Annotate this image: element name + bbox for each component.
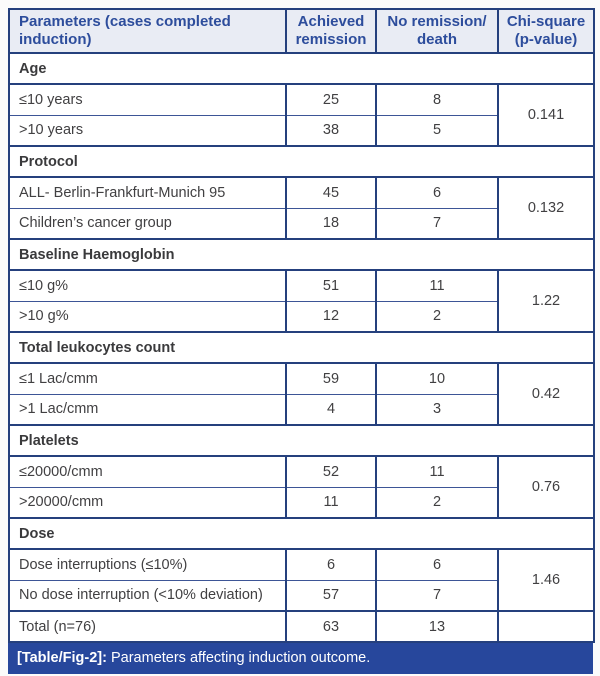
table-row: ALL- Berlin-Frankfurt-Munich 95 45 6 0.1… bbox=[8, 176, 595, 240]
achieved-remission-cell: 6 bbox=[285, 548, 377, 581]
table-row: ≤10 g% 51 11 1.22 bbox=[8, 269, 595, 333]
induction-outcome-table: Parameters (cases completed induction) A… bbox=[8, 8, 595, 643]
section-title: Total leukocytes count bbox=[8, 331, 595, 364]
table-row: ≤20000/cmm 52 11 0.76 bbox=[8, 455, 595, 519]
achieved-remission-cell: 25 bbox=[285, 83, 377, 116]
achieved-remission-cell: 59 bbox=[285, 362, 377, 395]
chi-square-cell: 0.76 bbox=[497, 455, 595, 519]
table-row: No dose interruption (<10% deviation) 57… bbox=[8, 579, 594, 612]
chi-square-cell bbox=[497, 610, 595, 643]
section-title: Baseline Haemoglobin bbox=[8, 238, 595, 271]
achieved-remission-cell: 11 bbox=[285, 486, 377, 519]
achieved-remission-cell: 52 bbox=[285, 455, 377, 488]
table-fig-2: Parameters (cases completed induction) A… bbox=[8, 8, 595, 674]
column-header-parameters: Parameters (cases completed induction) bbox=[8, 8, 287, 54]
no-remission-cell: 7 bbox=[375, 579, 499, 612]
section-title: Dose bbox=[8, 517, 595, 550]
table-row: ≤10 years 25 8 0.141 bbox=[8, 83, 595, 147]
no-remission-cell: 6 bbox=[375, 176, 499, 209]
caption-label: [Table/Fig-2]: bbox=[17, 650, 107, 666]
section-row-age: Age bbox=[8, 52, 595, 85]
parameter-cell: Dose interruptions (≤10%) bbox=[8, 548, 287, 581]
no-remission-cell: 11 bbox=[375, 455, 499, 488]
table-row: >10 years 38 5 bbox=[8, 114, 594, 147]
parameter-cell: ≤1 Lac/cmm bbox=[8, 362, 287, 395]
chi-square-cell: 1.46 bbox=[497, 548, 595, 612]
parameter-cell: Children’s cancer group bbox=[8, 207, 287, 240]
caption-text: Parameters affecting induction outcome. bbox=[110, 650, 371, 666]
parameter-cell: ≤20000/cmm bbox=[8, 455, 287, 488]
column-header-no-remission-death: No remission/ death bbox=[375, 8, 499, 54]
no-remission-cell: 5 bbox=[375, 114, 499, 147]
no-remission-cell: 3 bbox=[375, 393, 499, 426]
section-row-platelets: Platelets bbox=[8, 424, 595, 457]
chi-square-cell: 0.42 bbox=[497, 362, 595, 426]
table-row: ≤1 Lac/cmm 59 10 0.42 bbox=[8, 362, 595, 426]
parameter-cell: >20000/cmm bbox=[8, 486, 287, 519]
section-row-dose: Dose bbox=[8, 517, 595, 550]
no-remission-cell: 7 bbox=[375, 207, 499, 240]
parameter-cell: >10 g% bbox=[8, 300, 287, 333]
table-caption: [Table/Fig-2]: Parameters affecting indu… bbox=[8, 643, 593, 674]
table-row: Children’s cancer group 18 7 bbox=[8, 207, 594, 240]
header-row: Parameters (cases completed induction) A… bbox=[8, 8, 595, 54]
achieved-remission-cell: 12 bbox=[285, 300, 377, 333]
section-row-baseline-haemoglobin: Baseline Haemoglobin bbox=[8, 238, 595, 271]
achieved-remission-cell: 18 bbox=[285, 207, 377, 240]
parameter-cell: No dose interruption (<10% deviation) bbox=[8, 579, 287, 612]
section-title: Age bbox=[8, 52, 595, 85]
no-remission-cell: 8 bbox=[375, 83, 499, 116]
chi-square-cell: 1.22 bbox=[497, 269, 595, 333]
achieved-remission-cell: 38 bbox=[285, 114, 377, 147]
no-remission-cell: 6 bbox=[375, 548, 499, 581]
table-row: >10 g% 12 2 bbox=[8, 300, 594, 333]
parameter-cell: >10 years bbox=[8, 114, 287, 147]
table-row: >20000/cmm 11 2 bbox=[8, 486, 594, 519]
section-row-total-leukocytes: Total leukocytes count bbox=[8, 331, 595, 364]
parameter-cell: Total (n=76) bbox=[8, 610, 287, 643]
parameter-cell: ≤10 years bbox=[8, 83, 287, 116]
chi-square-cell: 0.141 bbox=[497, 83, 595, 147]
chi-square-cell: 0.132 bbox=[497, 176, 595, 240]
no-remission-cell: 11 bbox=[375, 269, 499, 302]
achieved-remission-cell: 45 bbox=[285, 176, 377, 209]
achieved-remission-cell: 51 bbox=[285, 269, 377, 302]
total-row: Total (n=76) 63 13 bbox=[8, 610, 595, 643]
no-remission-cell: 2 bbox=[375, 300, 499, 333]
section-row-protocol: Protocol bbox=[8, 145, 595, 178]
achieved-remission-cell: 4 bbox=[285, 393, 377, 426]
table-row: >1 Lac/cmm 4 3 bbox=[8, 393, 594, 426]
parameter-cell: ≤10 g% bbox=[8, 269, 287, 302]
column-header-achieved-remission: Achieved remission bbox=[285, 8, 377, 54]
achieved-remission-cell: 63 bbox=[285, 610, 377, 643]
section-title: Platelets bbox=[8, 424, 595, 457]
section-title: Protocol bbox=[8, 145, 595, 178]
achieved-remission-cell: 57 bbox=[285, 579, 377, 612]
no-remission-cell: 10 bbox=[375, 362, 499, 395]
parameter-cell: >1 Lac/cmm bbox=[8, 393, 287, 426]
table-row: Dose interruptions (≤10%) 6 6 1.46 bbox=[8, 548, 595, 612]
column-header-chi-square: Chi-square (p-value) bbox=[497, 8, 595, 54]
parameter-cell: ALL- Berlin-Frankfurt-Munich 95 bbox=[8, 176, 287, 209]
no-remission-cell: 2 bbox=[375, 486, 499, 519]
no-remission-cell: 13 bbox=[375, 610, 499, 643]
